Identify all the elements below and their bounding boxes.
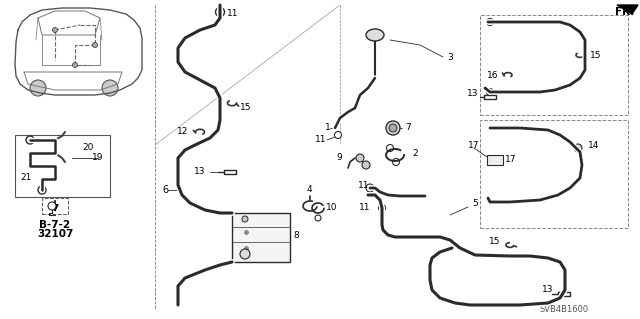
Bar (487, 155, 503, 165)
Polygon shape (617, 5, 638, 14)
Text: FR.: FR. (615, 7, 634, 17)
Bar (480, 15, 628, 115)
Text: 11: 11 (314, 136, 326, 145)
Text: 12: 12 (177, 128, 188, 137)
Text: 15: 15 (240, 103, 252, 113)
Text: 8: 8 (293, 232, 299, 241)
Circle shape (386, 121, 400, 135)
Text: 4: 4 (307, 186, 312, 195)
Text: 3: 3 (447, 53, 452, 62)
Text: 6: 6 (162, 185, 168, 195)
Text: 11: 11 (227, 9, 239, 18)
Text: 10: 10 (326, 203, 337, 211)
Circle shape (486, 19, 493, 26)
Circle shape (38, 186, 46, 194)
Polygon shape (15, 8, 142, 95)
Text: B-7-2: B-7-2 (40, 220, 70, 230)
Text: SVB4B1600: SVB4B1600 (540, 305, 589, 314)
Text: 16: 16 (486, 70, 498, 79)
Circle shape (366, 184, 374, 192)
Text: 20: 20 (82, 144, 93, 152)
Text: 19: 19 (92, 153, 103, 162)
Circle shape (48, 202, 56, 210)
Text: 14: 14 (588, 140, 600, 150)
Circle shape (240, 249, 250, 259)
Circle shape (30, 80, 46, 96)
Circle shape (362, 161, 370, 169)
Text: 5: 5 (472, 198, 477, 207)
Circle shape (315, 215, 321, 221)
Text: 21: 21 (20, 174, 31, 182)
Circle shape (392, 159, 399, 166)
Circle shape (486, 88, 493, 95)
Circle shape (93, 42, 97, 48)
Circle shape (387, 145, 394, 152)
Circle shape (335, 131, 342, 138)
Text: 15: 15 (590, 50, 602, 60)
Bar (42, 198, 68, 214)
Ellipse shape (366, 29, 384, 41)
Text: 9: 9 (336, 153, 342, 162)
Text: 11: 11 (358, 204, 370, 212)
Text: 17: 17 (505, 155, 516, 165)
Bar (15, 135, 110, 197)
Text: 2: 2 (412, 149, 418, 158)
Circle shape (574, 144, 582, 152)
Bar (480, 120, 628, 228)
Text: 11: 11 (358, 181, 369, 189)
Text: 32107: 32107 (37, 229, 73, 239)
Text: 13: 13 (541, 285, 553, 293)
Circle shape (356, 154, 364, 162)
Circle shape (216, 8, 225, 17)
Circle shape (52, 27, 58, 33)
Text: 7: 7 (405, 123, 411, 132)
Circle shape (26, 136, 34, 144)
Circle shape (72, 63, 77, 68)
Circle shape (378, 204, 385, 211)
Text: 15: 15 (488, 238, 500, 247)
Circle shape (242, 216, 248, 222)
Text: 13: 13 (467, 90, 478, 99)
Text: 17: 17 (468, 140, 479, 150)
Bar (232, 213, 290, 262)
Circle shape (389, 124, 397, 132)
Text: 1: 1 (325, 123, 331, 132)
Text: 13: 13 (193, 167, 205, 176)
Circle shape (102, 80, 118, 96)
